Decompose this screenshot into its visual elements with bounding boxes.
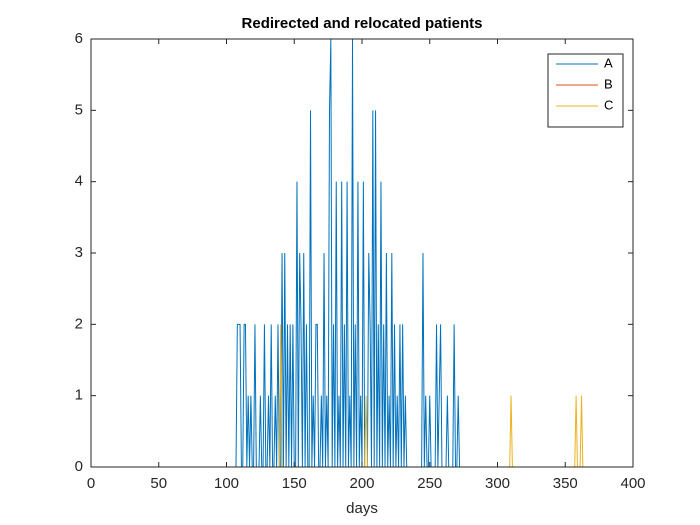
x-tick-label: 50	[150, 475, 167, 492]
x-axis-label: days	[346, 500, 378, 517]
legend-label: C	[604, 97, 613, 112]
x-tick-label: 250	[417, 475, 442, 492]
x-tick-label: 150	[282, 475, 307, 492]
y-tick-label: 5	[75, 101, 83, 118]
legend-box	[547, 53, 624, 128]
chart-title: Redirected and relocated patients	[242, 15, 483, 32]
legend-label: B	[604, 76, 613, 91]
x-tick-label: 400	[620, 475, 645, 492]
y-tick-label: 1	[75, 387, 83, 404]
y-tick-label: 6	[75, 30, 83, 47]
x-tick-label: 100	[214, 475, 239, 492]
legend-label: A	[604, 55, 613, 70]
legend: ABC	[547, 53, 624, 128]
x-tick-label: 300	[485, 475, 510, 492]
x-tick-label: 200	[349, 475, 374, 492]
y-tick-label: 3	[75, 244, 83, 261]
y-tick-label: 2	[75, 315, 83, 332]
y-tick-label: 4	[75, 173, 83, 190]
y-tick-label: 0	[75, 458, 83, 475]
x-tick-label: 350	[553, 475, 578, 492]
x-tick-label: 0	[87, 475, 95, 492]
